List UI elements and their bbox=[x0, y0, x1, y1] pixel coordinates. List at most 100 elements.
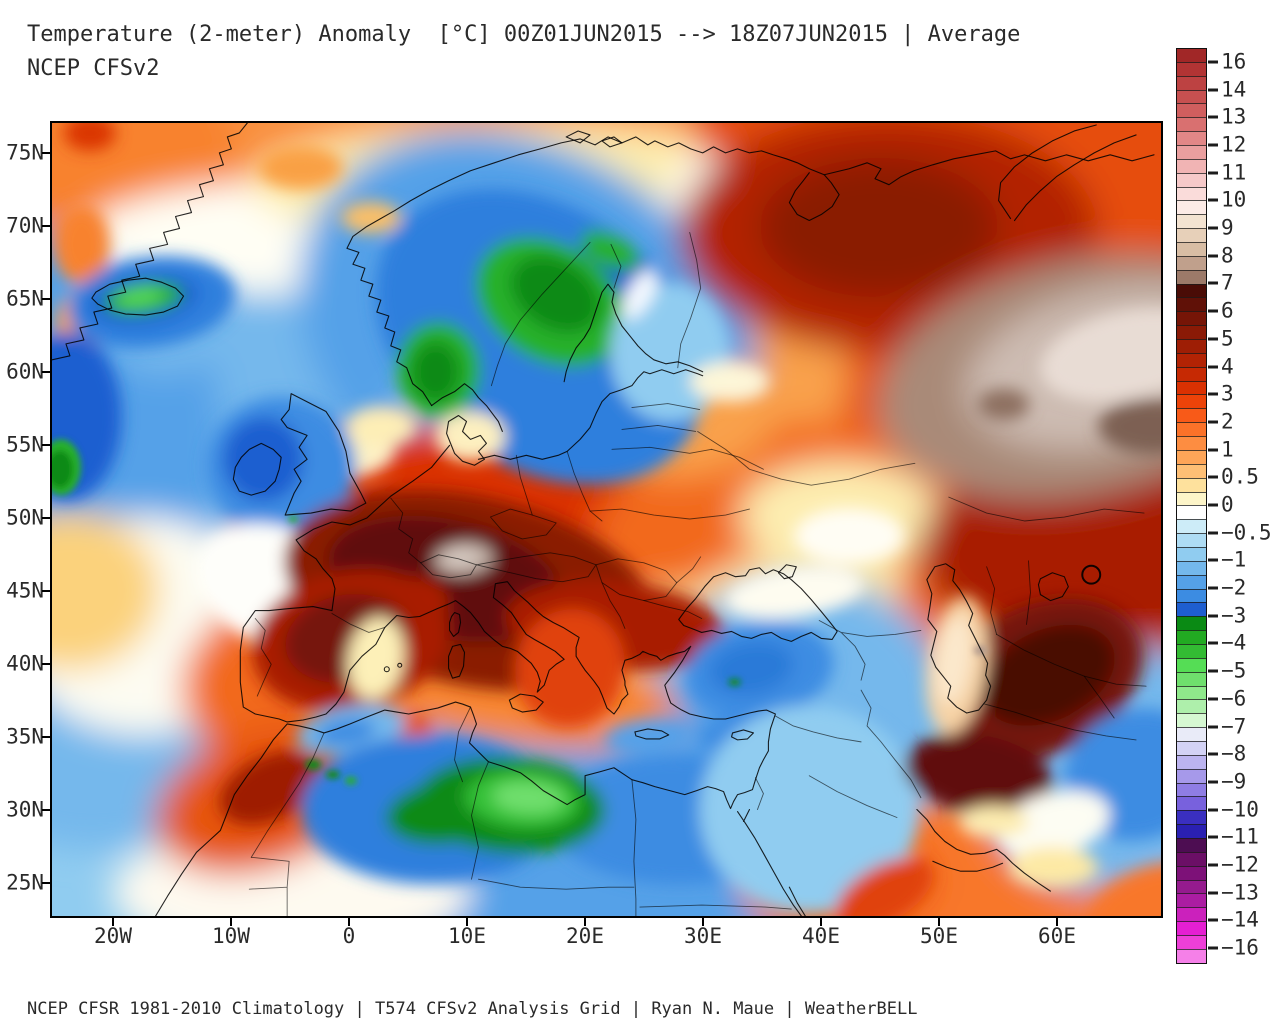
colorbar-stripe-42 bbox=[1177, 630, 1206, 644]
colorbar-tick-label-−3: −3 bbox=[1221, 603, 1247, 628]
colorbar-stripe-22 bbox=[1177, 352, 1206, 367]
lon-axis-tick-20W bbox=[112, 918, 114, 926]
lat-axis-tick-50N bbox=[42, 517, 50, 519]
lon-axis-tick-40E bbox=[820, 918, 822, 926]
colorbar-stripe-13 bbox=[1177, 228, 1206, 243]
colorbar-stripe-30 bbox=[1177, 463, 1206, 478]
colorbar-stripe-31 bbox=[1177, 477, 1206, 492]
colorbar-stripe-53 bbox=[1177, 782, 1206, 797]
colorbar-tick-6 bbox=[1208, 309, 1218, 313]
colorbar-tick-−12 bbox=[1208, 863, 1218, 867]
lat-axis-tick-25N bbox=[42, 882, 50, 884]
colorbar-stripe-12 bbox=[1177, 214, 1206, 229]
colorbar-stripe-40 bbox=[1177, 602, 1206, 617]
colorbar-stripe-28 bbox=[1177, 436, 1206, 450]
colorbar-tick-label-−7: −7 bbox=[1221, 714, 1247, 739]
colorbar-stripe-27 bbox=[1177, 422, 1206, 437]
colorbar-stripe-58 bbox=[1177, 851, 1206, 866]
lon-axis-tick-10E bbox=[466, 918, 468, 926]
colorbar-tick-label-−5: −5 bbox=[1221, 658, 1247, 683]
colorbar-tick-label-−14: −14 bbox=[1221, 907, 1259, 932]
colorbar-tick-label-9: 9 bbox=[1221, 215, 1234, 240]
anomaly-map bbox=[50, 121, 1163, 918]
colorbar-tick-label-0: 0 bbox=[1221, 492, 1234, 517]
colorbar-tick-−10 bbox=[1208, 808, 1218, 812]
colorbar-stripe-50 bbox=[1177, 740, 1206, 755]
colorbar-stripe-41 bbox=[1177, 616, 1206, 631]
colorbar-stripe-49 bbox=[1177, 727, 1206, 741]
colorbar-tick-label-−4: −4 bbox=[1221, 631, 1247, 656]
colorbar-stripe-39 bbox=[1177, 588, 1206, 603]
colorbar-tick-label-2: 2 bbox=[1221, 409, 1234, 434]
colorbar-tick-1 bbox=[1208, 448, 1218, 452]
colorbar-stripe-64 bbox=[1177, 935, 1206, 949]
colorbar-tick-−7 bbox=[1208, 725, 1218, 729]
lon-axis-tick-50E bbox=[938, 918, 940, 926]
colorbar-stripe-36 bbox=[1177, 546, 1206, 561]
lat-axis-tick-35N bbox=[42, 736, 50, 738]
colorbar-tick-label-4: 4 bbox=[1221, 354, 1234, 379]
colorbar-tick-label-6: 6 bbox=[1221, 298, 1234, 323]
colorbar-stripe-63 bbox=[1177, 921, 1206, 935]
colorbar-stripe-17 bbox=[1177, 283, 1206, 298]
colorbar-tick-label-0.5: 0.5 bbox=[1221, 464, 1259, 489]
lon-axis-tick-60E bbox=[1056, 918, 1058, 926]
colorbar-stripe-11 bbox=[1177, 200, 1206, 215]
lon-axis-tick-0 bbox=[348, 918, 350, 926]
lat-axis-label-45N: 45N bbox=[6, 578, 44, 603]
colorbar-tick-label-7: 7 bbox=[1221, 270, 1234, 295]
colorbar-stripe-6 bbox=[1177, 131, 1206, 146]
lat-axis-label-35N: 35N bbox=[6, 724, 44, 749]
colorbar-tick-label-−9: −9 bbox=[1221, 769, 1247, 794]
lat-axis-tick-30N bbox=[42, 809, 50, 811]
colorbar-tick-−1 bbox=[1208, 558, 1218, 562]
colorbar-stripe-5 bbox=[1177, 117, 1206, 132]
colorbar-tick-label-−8: −8 bbox=[1221, 741, 1247, 766]
colorbar-tick-7 bbox=[1208, 281, 1218, 285]
map-regional-cores bbox=[52, 123, 1161, 916]
colorbar-stripe-18 bbox=[1177, 297, 1206, 312]
colorbar-tick-13 bbox=[1208, 115, 1218, 119]
colorbar-tick-10 bbox=[1208, 198, 1218, 202]
colorbar-stripe-52 bbox=[1177, 768, 1206, 783]
colorbar-stripe-19 bbox=[1177, 311, 1206, 326]
lat-axis-label-55N: 55N bbox=[6, 432, 44, 457]
lat-axis-label-40N: 40N bbox=[6, 651, 44, 676]
colorbar-stripe-10 bbox=[1177, 186, 1206, 201]
colorbar-tick-label-−12: −12 bbox=[1221, 852, 1259, 877]
colorbar-stripe-47 bbox=[1177, 699, 1206, 714]
colorbar-stripe-55 bbox=[1177, 810, 1206, 825]
colorbar-stripe-65 bbox=[1177, 948, 1206, 963]
lat-axis-label-65N: 65N bbox=[6, 286, 44, 311]
lat-axis-label-30N: 30N bbox=[6, 797, 44, 822]
colorbar-stripe-14 bbox=[1177, 242, 1206, 256]
colorbar-stripe-26 bbox=[1177, 408, 1206, 423]
lon-axis-label-10E: 10E bbox=[448, 924, 486, 948]
map-country-borders bbox=[248, 232, 1147, 916]
colorbar-tick-label-−1: −1 bbox=[1221, 547, 1247, 572]
colorbar-stripe-37 bbox=[1177, 560, 1206, 575]
colorbar-tick-label-−2: −2 bbox=[1221, 575, 1247, 600]
colorbar-stripe-46 bbox=[1177, 685, 1206, 700]
lon-axis-label-50E: 50E bbox=[920, 924, 958, 948]
lat-axis-tick-75N bbox=[42, 152, 50, 154]
colorbar-stripe-23 bbox=[1177, 366, 1206, 381]
lat-axis-label-25N: 25N bbox=[6, 870, 44, 895]
colorbar-tick-label-16: 16 bbox=[1221, 49, 1247, 74]
colorbar-tick-label-−0.5: −0.5 bbox=[1221, 520, 1272, 545]
colorbar-stripe-60 bbox=[1177, 879, 1206, 894]
lat-axis-tick-60N bbox=[42, 371, 50, 373]
colorbar-stripe-33 bbox=[1177, 505, 1206, 520]
colorbar-stripe-45 bbox=[1177, 671, 1206, 686]
colorbar-stripe-56 bbox=[1177, 824, 1206, 838]
colorbar-stripe-8 bbox=[1177, 158, 1206, 173]
colorbar-tick-−9 bbox=[1208, 780, 1218, 784]
lat-axis-tick-55N bbox=[42, 444, 50, 446]
colorbar-stripe-9 bbox=[1177, 172, 1206, 187]
colorbar-stripe-29 bbox=[1177, 449, 1206, 464]
colorbar-tick-label-−16: −16 bbox=[1221, 935, 1259, 960]
colorbar-stripe-3 bbox=[1177, 89, 1206, 104]
colorbar-tick-−5 bbox=[1208, 669, 1218, 673]
lon-axis-label-20E: 20E bbox=[566, 924, 604, 948]
